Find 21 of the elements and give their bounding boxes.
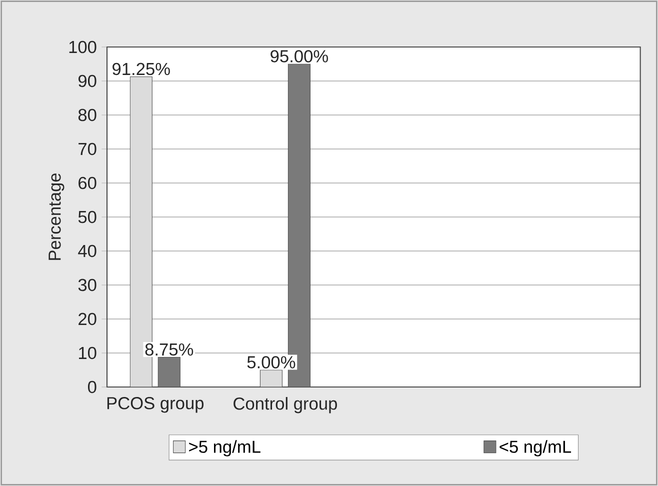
y-tick-label: 80 <box>78 108 96 122</box>
y-tick-label: 60 <box>78 176 96 190</box>
data-label: 91.25% <box>112 62 170 76</box>
y-tick-label: 40 <box>78 244 96 258</box>
data-label: 8.75% <box>145 343 194 356</box>
x-tick-label: Control group <box>234 397 337 414</box>
y-tick-label: 0 <box>88 380 96 394</box>
data-label: 95.00% <box>270 50 328 62</box>
legend-label: >5 ng/mL <box>189 440 260 456</box>
y-tick-label: 10 <box>79 346 96 360</box>
y-tick-label: 50 <box>78 210 96 224</box>
y-tick-label: 70 <box>78 142 96 156</box>
y-tick-label: 30 <box>78 278 96 292</box>
legend-label: <5 ng/mL <box>500 440 572 456</box>
x-tick-label: PCOS group <box>107 397 204 413</box>
y-axis-title: Percentage <box>48 173 64 260</box>
data-label: 5.00% <box>247 356 296 368</box>
bar <box>158 356 180 387</box>
y-tick-label: 20 <box>78 312 96 326</box>
y-tick-label: 90 <box>78 74 96 88</box>
y-tick-label: 100 <box>69 40 96 54</box>
